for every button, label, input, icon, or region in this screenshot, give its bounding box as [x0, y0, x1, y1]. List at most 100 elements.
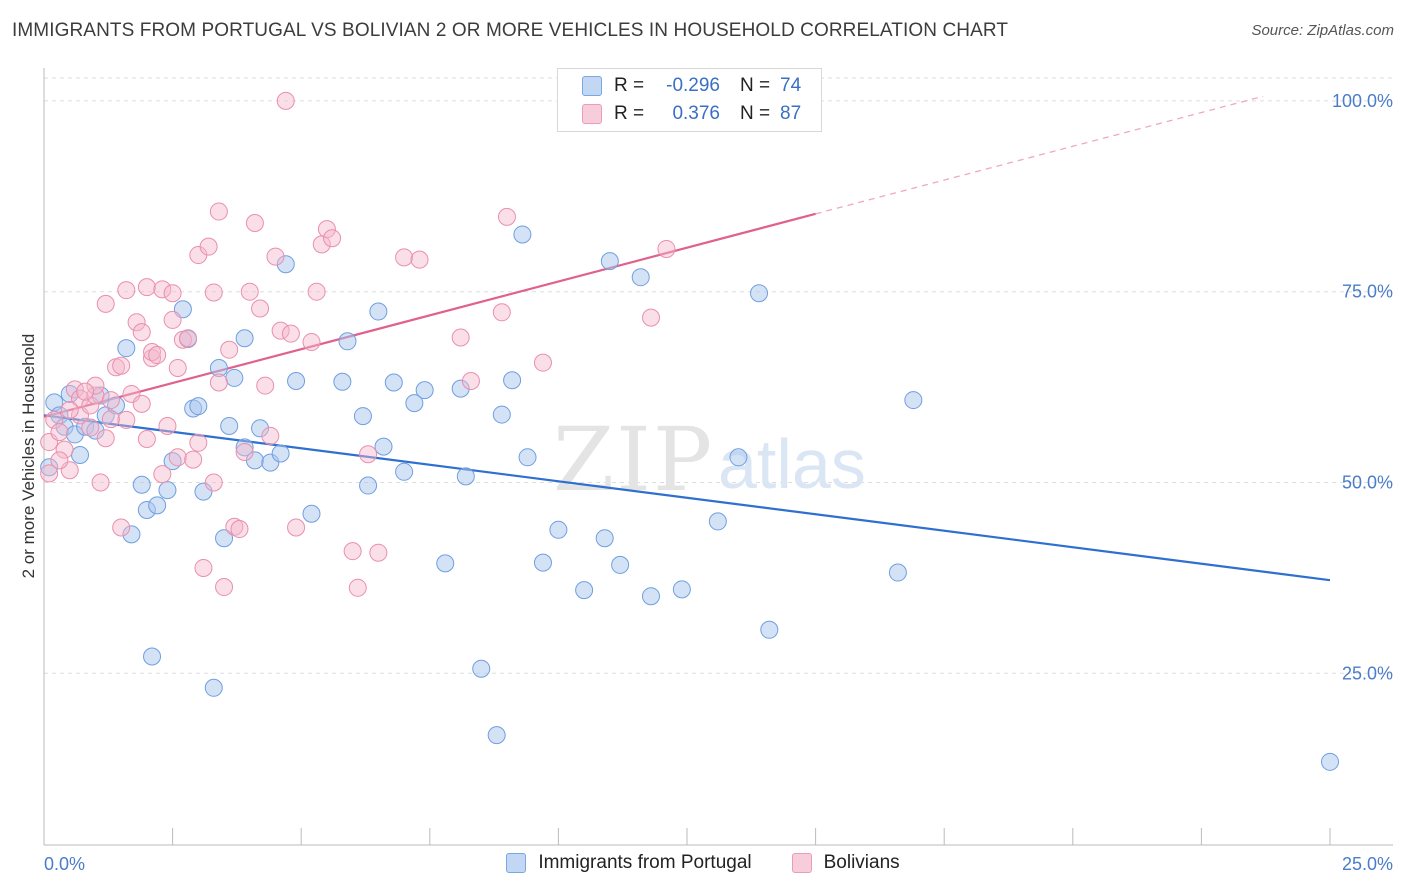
data-point-bolivians	[148, 346, 167, 365]
legend-n-value: 74	[780, 75, 802, 96]
chart-source: Source: ZipAtlas.com	[1251, 22, 1394, 39]
data-point-portugal	[209, 359, 228, 378]
data-point-bolivians	[256, 376, 275, 395]
data-point-bolivians	[492, 303, 511, 322]
legend-r-label: R =	[614, 75, 645, 96]
data-point-bolivians	[348, 578, 367, 597]
data-point-bolivians	[410, 250, 429, 269]
legend-n-value: 87	[780, 103, 802, 124]
data-point-portugal	[503, 371, 522, 390]
data-point-bolivians	[158, 417, 177, 436]
data-point-portugal	[575, 581, 594, 600]
data-point-bolivians	[276, 91, 295, 110]
data-point-bolivians	[86, 376, 105, 395]
y-tick-labels: 25.0% 50.0% 75.0% 100.0%	[1332, 91, 1393, 683]
data-point-portugal	[611, 555, 630, 574]
data-point-bolivians	[184, 450, 203, 469]
data-point-portugal	[148, 496, 167, 515]
data-point-bolivians	[112, 518, 131, 537]
data-point-portugal	[287, 371, 306, 390]
series-bolivians-points	[40, 91, 676, 597]
data-point-portugal	[456, 467, 475, 486]
data-point-bolivians	[251, 299, 270, 318]
data-point-portugal	[487, 726, 506, 745]
data-point-portugal	[904, 391, 923, 410]
legend-row-portugal: R = -0.296 N = 74	[582, 72, 801, 100]
data-point-bolivians	[359, 445, 378, 464]
data-point-bolivians	[117, 410, 136, 429]
data-point-portugal	[235, 329, 254, 348]
data-point-bolivians	[271, 321, 290, 340]
regression-lines	[43, 95, 1331, 582]
y-axis-label: 2 or more Vehicles in Household	[19, 334, 38, 579]
data-point-portugal	[333, 372, 352, 391]
data-point-portugal	[395, 462, 414, 481]
legend-item-portugal[interactable]: Immigrants from Portugal	[506, 852, 752, 874]
data-point-bolivians	[230, 520, 249, 539]
data-point-bolivians	[96, 294, 115, 313]
data-point-bolivians	[199, 237, 218, 256]
data-point-bolivians	[112, 356, 131, 375]
data-point-bolivians	[179, 329, 198, 348]
data-point-portugal	[122, 525, 141, 544]
data-point-bolivians	[143, 349, 162, 368]
regression-line-portugal	[43, 414, 1331, 582]
data-point-portugal	[235, 438, 254, 457]
legend-item-bolivians[interactable]: Bolivians	[791, 852, 900, 874]
data-point-portugal	[117, 339, 136, 358]
data-point-bolivians	[50, 423, 69, 442]
data-point-portugal	[533, 553, 552, 572]
data-point-bolivians	[168, 448, 187, 467]
data-point-bolivians	[323, 229, 342, 248]
data-point-bolivians	[96, 429, 115, 448]
data-point-portugal	[641, 587, 660, 606]
data-point-portugal	[302, 504, 321, 523]
data-point-bolivians	[287, 518, 306, 537]
legend-n-label: N =	[740, 103, 771, 124]
data-point-bolivians	[194, 558, 213, 577]
data-point-portugal	[415, 381, 434, 400]
data-point-bolivians	[307, 282, 326, 301]
regression-line-bolivians	[43, 212, 816, 418]
data-point-bolivians	[153, 280, 172, 299]
data-point-portugal	[374, 437, 393, 456]
data-point-portugal	[513, 225, 532, 244]
data-point-portugal	[107, 396, 126, 415]
data-point-bolivians	[533, 353, 552, 372]
legend-label-portugal: Immigrants from Portugal	[538, 852, 752, 873]
data-point-portugal	[369, 302, 388, 321]
data-point-portugal	[750, 284, 769, 303]
data-point-portugal	[729, 448, 748, 467]
data-point-portugal	[220, 417, 239, 436]
data-point-portugal	[595, 529, 614, 548]
data-point-portugal	[189, 397, 208, 416]
stats-legend: R = -0.296 N = 74 R = 0.376 N = 87	[557, 68, 822, 132]
data-point-bolivians	[137, 278, 156, 297]
data-point-bolivians	[163, 310, 182, 329]
data-point-bolivians	[153, 465, 172, 484]
data-point-bolivians	[461, 371, 480, 390]
data-point-bolivians	[163, 284, 182, 303]
data-point-portugal	[71, 446, 90, 465]
data-point-portugal	[338, 332, 357, 351]
data-point-portugal	[760, 620, 779, 639]
data-point-bolivians	[657, 239, 676, 258]
data-point-bolivians	[132, 323, 151, 342]
legend-row-bolivians: R = 0.376 N = 87	[582, 100, 801, 128]
data-point-portugal	[436, 554, 455, 573]
legend-n-label: N =	[740, 75, 771, 96]
data-point-portugal	[251, 419, 270, 438]
data-point-bolivians	[101, 391, 120, 410]
data-point-bolivians	[50, 451, 69, 470]
data-point-bolivians	[245, 214, 264, 233]
grid-lines	[44, 77, 1393, 674]
data-point-portugal	[472, 659, 491, 678]
data-point-portugal	[492, 405, 511, 424]
data-point-bolivians	[451, 328, 470, 347]
data-point-bolivians	[261, 426, 280, 445]
data-point-portugal	[708, 512, 727, 531]
data-point-bolivians	[266, 247, 285, 266]
data-point-portugal	[225, 368, 244, 387]
x-tick-label-min: 0.0%	[44, 854, 85, 874]
